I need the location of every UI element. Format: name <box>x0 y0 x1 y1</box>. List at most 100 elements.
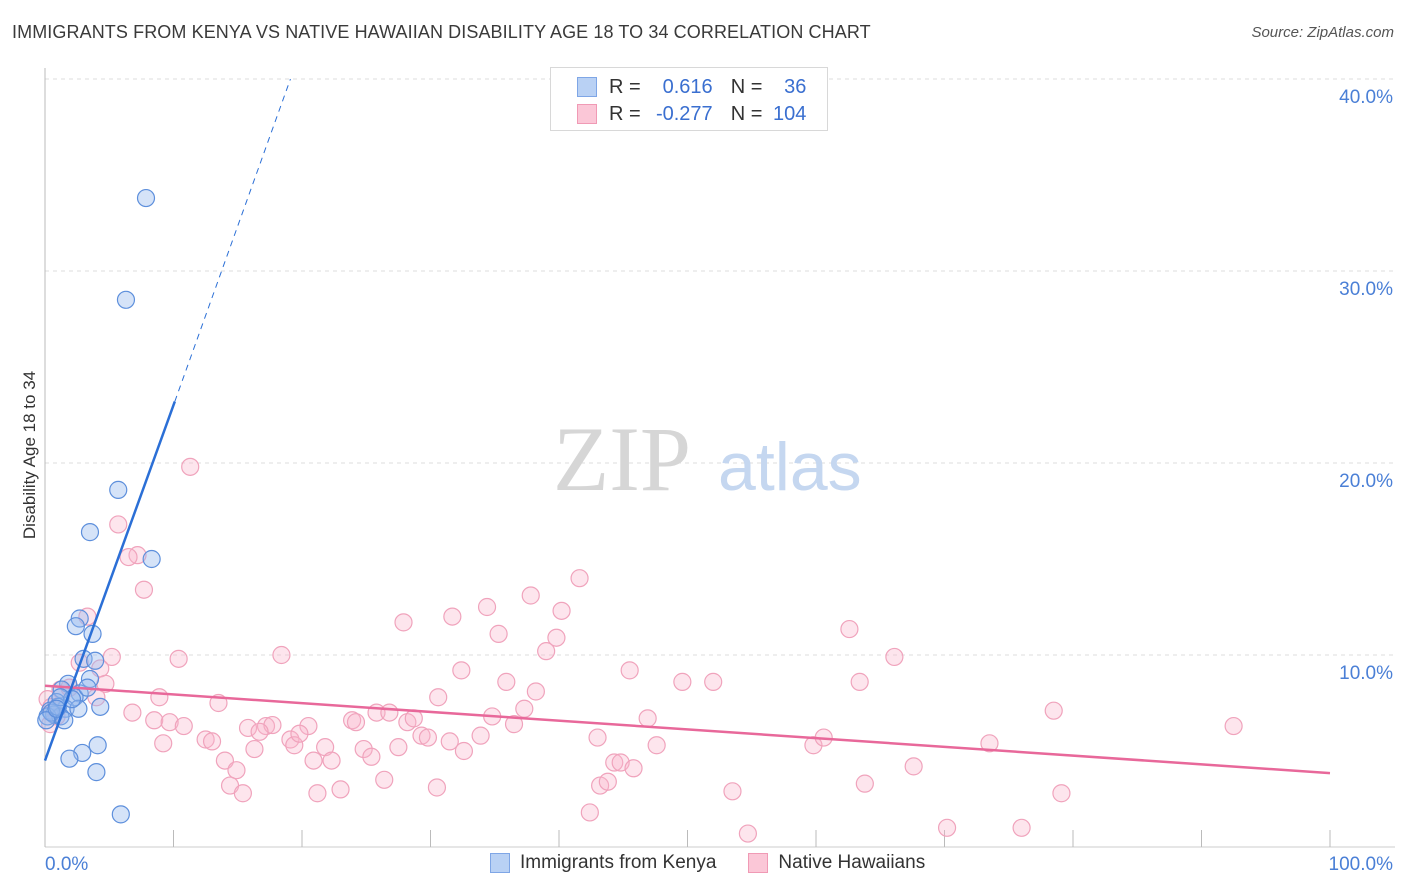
data-point-hawaiian <box>443 607 462 626</box>
hawaiian-swatch <box>577 104 597 124</box>
data-point-hawaiian <box>322 751 341 770</box>
data-point-hawaiian <box>418 728 438 747</box>
data-point-kenya <box>37 711 56 730</box>
data-point-hawaiian <box>840 619 859 639</box>
data-point-hawaiian <box>588 728 607 747</box>
data-point-hawaiian <box>515 699 534 718</box>
data-point-kenya <box>88 736 107 755</box>
data-point-kenya <box>60 749 79 768</box>
data-point-hawaiian <box>346 713 366 732</box>
data-point-hawaiian <box>429 688 448 707</box>
data-point-hawaiian <box>160 713 179 732</box>
data-point-hawaiian <box>1044 701 1063 720</box>
watermark-zip: ZIP <box>553 408 691 510</box>
data-point-hawaiian <box>174 716 193 736</box>
data-point-hawaiian <box>537 642 556 661</box>
data-point-hawaiian <box>119 547 138 567</box>
hawaiian-swatch <box>748 853 769 873</box>
source-label: Source: ZipAtlas.com <box>1251 24 1394 41</box>
trend-line-hawaiian <box>44 684 1331 775</box>
data-point-hawaiian <box>1012 818 1031 837</box>
data-point-hawaiian <box>250 722 269 741</box>
data-point-hawaiian <box>427 778 447 797</box>
data-point-hawaiian <box>362 747 381 766</box>
data-point-hawaiian <box>354 739 373 759</box>
data-point-hawaiian <box>605 753 624 772</box>
data-point-hawaiian <box>552 601 571 620</box>
data-point-hawaiian <box>526 682 545 701</box>
n-label: N = <box>730 75 763 98</box>
data-point-hawaiian <box>980 734 999 753</box>
data-point-hawaiian <box>394 613 413 632</box>
data-point-hawaiian <box>855 774 874 793</box>
data-point-hawaiian <box>638 709 657 728</box>
data-point-hawaiian <box>477 597 497 617</box>
data-point-hawaiian <box>738 824 757 843</box>
data-point-hawaiian <box>128 546 147 565</box>
data-point-hawaiian <box>245 739 264 759</box>
data-point-hawaiian <box>308 784 327 803</box>
data-point-hawaiian <box>412 726 431 745</box>
data-point-hawaiian <box>580 803 599 822</box>
data-point-hawaiian <box>304 751 323 770</box>
y-axis-label: Disability Age 18 to 34 <box>20 370 39 540</box>
data-point-kenya <box>87 763 106 782</box>
data-point-hawaiian <box>109 515 128 534</box>
data-point-hawaiian <box>723 782 742 801</box>
data-point-hawaiian <box>123 703 142 722</box>
legend-item-kenya[interactable]: Immigrants from Kenya <box>490 852 716 874</box>
trend-line-kenya-extension <box>174 78 291 402</box>
series-native-hawaiians <box>38 457 1243 843</box>
trend-line-kenya <box>43 401 176 762</box>
y-tick-label: 40.0% <box>1339 87 1393 108</box>
data-point-kenya <box>136 188 156 208</box>
data-point-hawaiian <box>202 732 222 751</box>
data-point-kenya <box>142 549 161 569</box>
legend-item-hawaiian[interactable]: Native Hawaiians <box>748 852 925 874</box>
data-point-hawaiian <box>570 569 589 588</box>
r-label: R = <box>609 102 641 125</box>
chart-title: IMMIGRANTS FROM KENYA VS NATIVE HAWAIIAN… <box>12 22 871 42</box>
legend-row-kenya: R = 0.616 N = 36 <box>577 75 806 99</box>
data-point-hawaiian <box>196 730 215 749</box>
data-point-kenya <box>66 617 85 636</box>
watermark: ZIP atlas <box>553 408 862 510</box>
data-point-hawaiian <box>673 672 692 691</box>
data-point-hawaiian <box>233 784 252 803</box>
y-tick-label: 20.0% <box>1339 471 1393 492</box>
data-point-hawaiian <box>521 586 540 605</box>
grid-lines <box>45 78 1395 656</box>
data-point-hawaiian <box>547 628 566 647</box>
data-point-hawaiian <box>272 645 291 665</box>
data-point-hawaiian <box>389 738 408 757</box>
trend-lines <box>43 78 1331 775</box>
data-point-hawaiian <box>145 711 164 730</box>
data-point-hawaiian <box>598 772 617 791</box>
data-point-kenya <box>80 523 100 542</box>
data-point-hawaiian <box>452 661 471 680</box>
kenya-n-value: 36 <box>784 75 807 98</box>
data-point-hawaiian <box>154 734 173 753</box>
correlation-legend: R = 0.616 N = 36 R = -0.277 N = 104 <box>550 67 828 131</box>
data-point-hawaiian <box>489 624 508 643</box>
legend-label-kenya: Immigrants from Kenya <box>520 852 717 873</box>
data-point-hawaiian <box>380 703 399 722</box>
data-point-kenya <box>109 480 128 499</box>
data-point-hawaiian <box>885 647 904 667</box>
data-point-hawaiian <box>1224 716 1243 736</box>
hawaiian-n-value: 104 <box>773 102 807 125</box>
y-tick-label: 10.0% <box>1339 663 1393 684</box>
data-point-hawaiian <box>150 688 169 707</box>
data-point-hawaiian <box>285 736 304 755</box>
data-point-hawaiian <box>647 736 666 755</box>
data-point-hawaiian <box>238 718 258 738</box>
kenya-swatch <box>490 853 510 873</box>
data-point-hawaiian <box>134 580 154 599</box>
data-point-hawaiian <box>440 732 459 751</box>
hawaiian-r-value: -0.277 <box>655 102 713 125</box>
data-point-hawaiian <box>227 761 246 780</box>
data-point-hawaiian <box>937 818 957 837</box>
kenya-swatch <box>577 77 597 97</box>
